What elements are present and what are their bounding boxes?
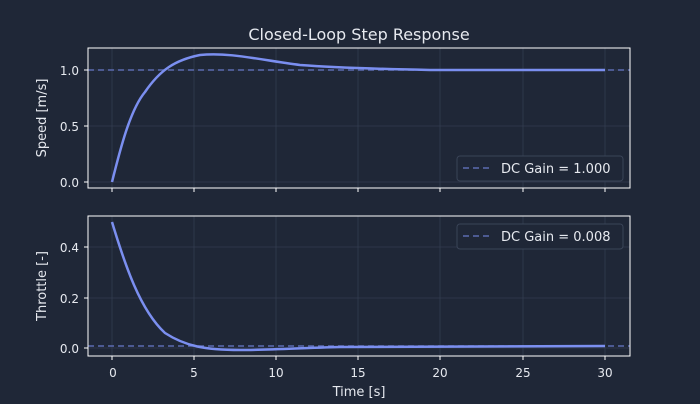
throttle-curve <box>110 221 606 352</box>
throttle-ylabel: Throttle [-] <box>35 251 50 322</box>
throttle-ytick: 0.0 <box>60 342 79 356</box>
speed-axes: 0.0 0.5 1.0 Speed [m/s] DC Gain = 1.000 <box>35 47 631 192</box>
xtick: 0 <box>109 366 117 380</box>
throttle-legend-box <box>456 223 624 250</box>
speed-curve <box>110 53 605 183</box>
throttle-axes-frame <box>87 215 631 357</box>
throttle-axes: 0.0 0.2 0.4 Throttle [-] DC Gain = 0.008… <box>35 215 631 400</box>
xtick: 5 <box>190 366 198 380</box>
xtick: 20 <box>432 366 447 380</box>
xtick: 25 <box>515 366 530 380</box>
x-axis-label: Time [s] <box>332 385 386 400</box>
speed-ylabel: Speed [m/s] <box>35 79 50 158</box>
speed-axes-frame <box>87 47 631 189</box>
speed-legend-box <box>456 155 624 182</box>
throttle-ticks <box>84 246 606 360</box>
speed-ytick: 0.0 <box>60 176 79 190</box>
throttle-ytick: 0.2 <box>60 292 79 306</box>
speed-legend: DC Gain = 1.000 <box>456 155 624 182</box>
speed-ytick: 0.5 <box>60 120 79 134</box>
throttle-ytick: 0.4 <box>60 241 79 255</box>
chart-title: Closed-Loop Step Response <box>248 25 469 44</box>
speed-legend-label: DC Gain = 1.000 <box>501 162 610 177</box>
xtick: 10 <box>268 366 283 380</box>
speed-ticks <box>84 69 606 192</box>
throttle-legend: DC Gain = 0.008 <box>456 223 624 250</box>
xtick: 15 <box>350 366 365 380</box>
speed-ytick: 1.0 <box>60 64 79 78</box>
xtick: 30 <box>597 366 612 380</box>
throttle-legend-label: DC Gain = 0.008 <box>501 230 610 245</box>
